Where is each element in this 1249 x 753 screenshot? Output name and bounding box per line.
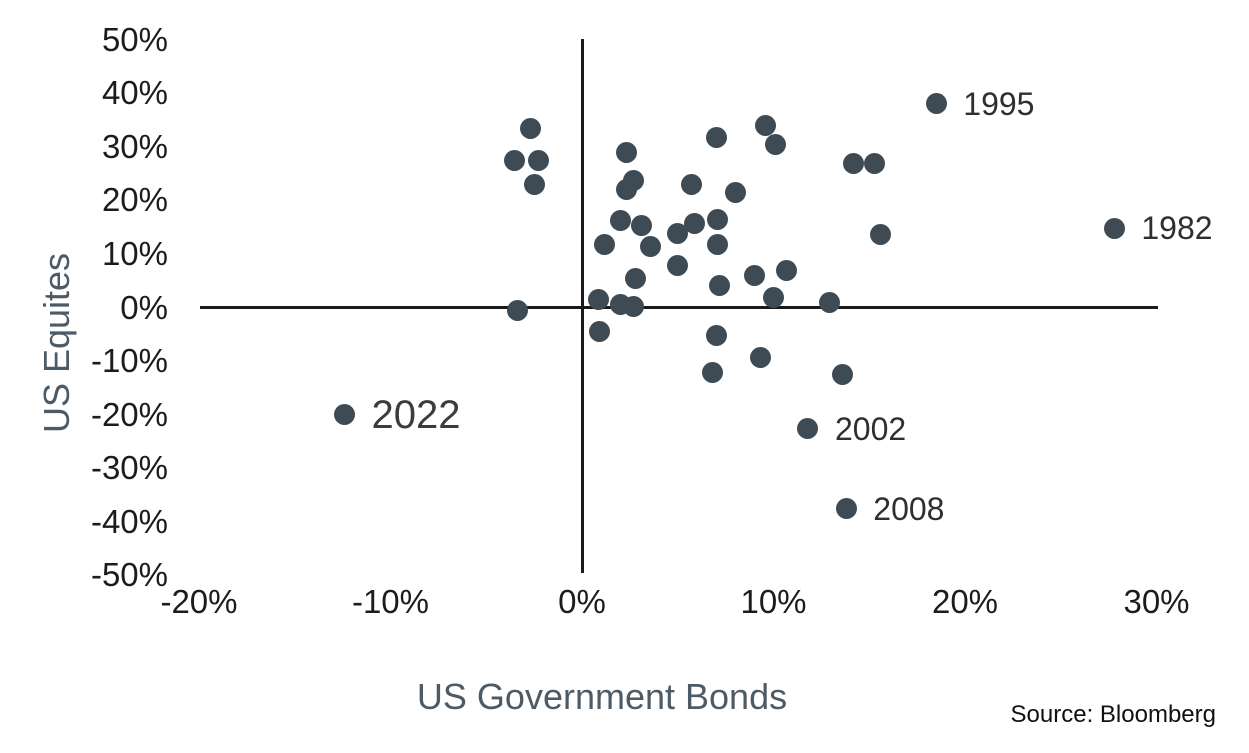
y-tick-label: -10% <box>90 342 168 380</box>
year-label: 2008 <box>873 490 945 527</box>
data-point <box>503 149 525 171</box>
data-point <box>749 347 771 369</box>
data-point <box>764 133 786 155</box>
data-point <box>701 362 723 384</box>
data-point <box>588 320 610 342</box>
data-point <box>667 223 689 245</box>
year-label: 2002 <box>834 410 907 447</box>
data-point <box>925 93 947 115</box>
y-tick-label: 0% <box>120 288 168 326</box>
y-tick-label: 20% <box>101 181 168 219</box>
x-tick-label: 10% <box>740 583 807 620</box>
data-point <box>684 212 706 234</box>
data-point <box>776 259 798 281</box>
data-point <box>630 214 652 236</box>
y-tick-label: 10% <box>101 234 168 272</box>
data-point <box>763 286 784 308</box>
y-tick-label: -40% <box>90 502 168 540</box>
x-tick-label: -20% <box>160 583 238 620</box>
x-tick-label: 0% <box>558 583 606 620</box>
data-point <box>640 236 662 258</box>
data-point <box>615 179 637 201</box>
data-point <box>709 275 731 297</box>
data-point <box>724 181 746 203</box>
y-tick-label: 40% <box>101 74 168 112</box>
y-tick-label: -20% <box>90 395 168 433</box>
data-point <box>743 264 765 286</box>
x-tick-label: 30% <box>1123 583 1190 620</box>
data-point <box>680 173 702 195</box>
x-tick-label: -10% <box>351 583 430 620</box>
y-axis-line <box>581 39 584 573</box>
source-caption: Source: Bloomberg <box>1010 701 1216 728</box>
data-point <box>870 223 892 245</box>
data-point <box>1103 217 1125 239</box>
data-point <box>707 208 729 230</box>
data-point <box>705 126 727 148</box>
data-point <box>667 255 689 277</box>
data-point <box>609 209 631 231</box>
y-tick-label: -50% <box>90 556 168 594</box>
data-point <box>707 234 729 256</box>
data-point <box>625 267 647 289</box>
data-point <box>835 498 857 520</box>
data-point <box>615 141 637 163</box>
data-point <box>818 291 840 313</box>
year-label: 1982 <box>1141 210 1213 247</box>
data-point <box>519 117 541 139</box>
data-point <box>843 153 865 175</box>
y-tick-label: -30% <box>90 449 168 487</box>
data-point <box>587 288 609 310</box>
data-point <box>705 325 727 347</box>
year-label: 2022 <box>371 392 461 437</box>
x-axis-line <box>200 306 1158 309</box>
x-tick-label: 20% <box>931 583 999 620</box>
data-point <box>594 233 616 255</box>
year-label: 1995 <box>963 85 1035 122</box>
y-tick-label: 50% <box>101 20 168 58</box>
data-point <box>831 363 853 385</box>
data-point <box>623 296 645 318</box>
data-point <box>507 299 529 321</box>
data-point <box>755 114 777 136</box>
data-point <box>797 418 819 440</box>
y-tick-label: 30% <box>101 127 168 165</box>
data-point <box>334 404 356 426</box>
data-point <box>528 149 550 171</box>
data-point <box>523 173 545 195</box>
x-axis-title: US Government Bonds <box>416 676 788 717</box>
data-point <box>864 153 886 175</box>
